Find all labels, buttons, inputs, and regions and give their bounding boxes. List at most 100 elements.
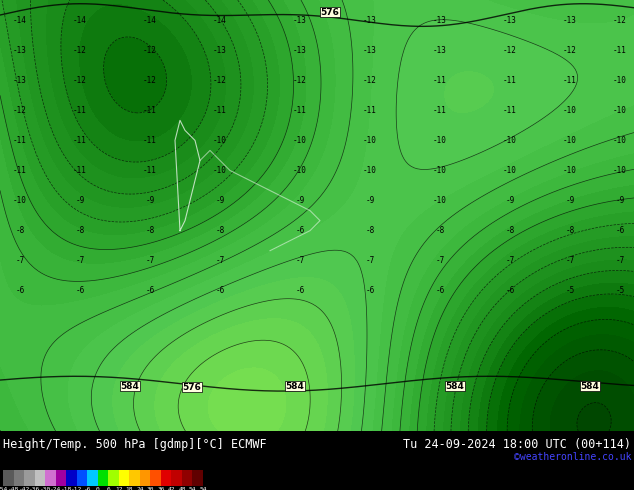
- Text: -10: -10: [213, 136, 227, 145]
- Text: -12: -12: [613, 16, 627, 24]
- Text: 0: 0: [96, 487, 100, 490]
- Text: -10: -10: [293, 166, 307, 175]
- Text: 584: 584: [285, 382, 304, 391]
- Text: -8: -8: [566, 226, 574, 235]
- Text: 584: 584: [120, 382, 139, 391]
- Text: -14: -14: [213, 16, 227, 24]
- Text: -13: -13: [213, 46, 227, 55]
- Text: -6: -6: [216, 286, 224, 295]
- Text: -10: -10: [213, 166, 227, 175]
- Text: -13: -13: [563, 16, 577, 24]
- Text: -8: -8: [216, 226, 224, 235]
- Text: 18: 18: [126, 487, 133, 490]
- Text: -6: -6: [84, 487, 91, 490]
- Text: -6: -6: [295, 286, 304, 295]
- Text: -9: -9: [216, 196, 224, 205]
- Text: -6: -6: [505, 286, 515, 295]
- Text: 30: 30: [146, 487, 154, 490]
- Text: -9: -9: [75, 196, 84, 205]
- Text: 36: 36: [157, 487, 165, 490]
- Text: -10: -10: [613, 106, 627, 115]
- Text: -13: -13: [13, 76, 27, 85]
- Text: -5: -5: [566, 286, 574, 295]
- Text: -10: -10: [563, 166, 577, 175]
- Text: -10: -10: [363, 166, 377, 175]
- Text: -11: -11: [433, 106, 447, 115]
- Text: -11: -11: [13, 166, 27, 175]
- Bar: [3, 470, 13, 486]
- Text: -9: -9: [566, 196, 574, 205]
- Text: -8: -8: [505, 226, 515, 235]
- Text: -12: -12: [71, 487, 82, 490]
- Bar: [129, 470, 140, 486]
- Bar: [77, 470, 87, 486]
- Text: -7: -7: [15, 256, 25, 265]
- Text: -10: -10: [563, 136, 577, 145]
- Text: -11: -11: [563, 76, 577, 85]
- Text: Tu 24-09-2024 18:00 UTC (00+114): Tu 24-09-2024 18:00 UTC (00+114): [403, 438, 631, 451]
- Text: -5: -5: [616, 286, 624, 295]
- Text: -13: -13: [363, 46, 377, 55]
- Text: -9: -9: [145, 196, 155, 205]
- Text: -12: -12: [213, 76, 227, 85]
- Text: -7: -7: [295, 256, 304, 265]
- Text: -54: -54: [0, 487, 9, 490]
- Bar: [150, 470, 161, 486]
- Text: -42: -42: [18, 487, 30, 490]
- Text: -11: -11: [73, 136, 87, 145]
- Text: -10: -10: [613, 136, 627, 145]
- Text: -6: -6: [295, 226, 304, 235]
- Bar: [182, 470, 193, 486]
- Text: 42: 42: [167, 487, 175, 490]
- Text: 576: 576: [183, 383, 202, 392]
- Text: -12: -12: [143, 46, 157, 55]
- Text: -13: -13: [363, 16, 377, 24]
- Text: -10: -10: [503, 136, 517, 145]
- Text: -11: -11: [143, 106, 157, 115]
- Text: -12: -12: [363, 76, 377, 85]
- Text: -13: -13: [433, 16, 447, 24]
- Text: -10: -10: [563, 106, 577, 115]
- Text: -14: -14: [13, 16, 27, 24]
- Bar: [35, 470, 45, 486]
- Bar: [98, 470, 108, 486]
- Bar: [140, 470, 150, 486]
- Text: -13: -13: [433, 46, 447, 55]
- Text: -36: -36: [29, 487, 40, 490]
- Text: -13: -13: [503, 16, 517, 24]
- Text: 584: 584: [581, 382, 599, 391]
- Text: -11: -11: [213, 106, 227, 115]
- Text: -13: -13: [293, 16, 307, 24]
- Bar: [119, 470, 129, 486]
- Text: -11: -11: [73, 106, 87, 115]
- Text: 576: 576: [321, 7, 339, 17]
- Text: -10: -10: [13, 196, 27, 205]
- Text: -7: -7: [566, 256, 574, 265]
- Text: 54: 54: [199, 487, 207, 490]
- Text: -6: -6: [436, 286, 444, 295]
- Text: -18: -18: [60, 487, 72, 490]
- Text: -10: -10: [503, 166, 517, 175]
- Text: -12: -12: [293, 76, 307, 85]
- Text: -7: -7: [365, 256, 375, 265]
- Text: -7: -7: [216, 256, 224, 265]
- Text: -7: -7: [505, 256, 515, 265]
- Text: -12: -12: [563, 46, 577, 55]
- Text: -7: -7: [616, 256, 624, 265]
- Bar: [13, 470, 24, 486]
- Text: -7: -7: [75, 256, 84, 265]
- Text: 6: 6: [107, 487, 110, 490]
- Text: -9: -9: [295, 196, 304, 205]
- Text: -6: -6: [365, 286, 375, 295]
- Text: -8: -8: [436, 226, 444, 235]
- Text: -7: -7: [436, 256, 444, 265]
- Text: -8: -8: [15, 226, 25, 235]
- Text: -11: -11: [503, 106, 517, 115]
- Text: -10: -10: [613, 76, 627, 85]
- Text: -12: -12: [143, 76, 157, 85]
- Text: -9: -9: [505, 196, 515, 205]
- Text: -10: -10: [433, 136, 447, 145]
- Text: -6: -6: [75, 286, 84, 295]
- Text: -11: -11: [613, 46, 627, 55]
- Text: -7: -7: [145, 256, 155, 265]
